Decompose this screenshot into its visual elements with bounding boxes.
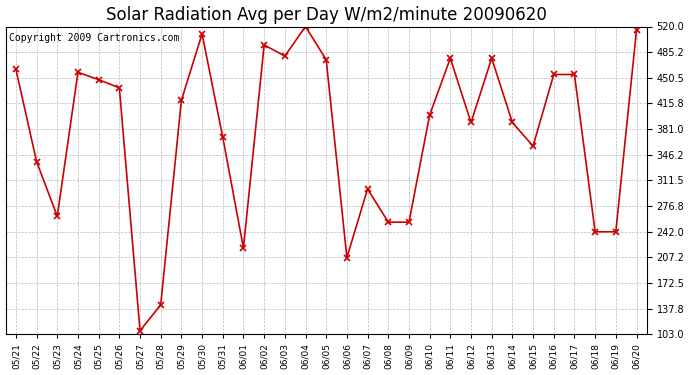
Title: Solar Radiation Avg per Day W/m2/minute 20090620: Solar Radiation Avg per Day W/m2/minute … [106, 6, 546, 24]
Text: Copyright 2009 Cartronics.com: Copyright 2009 Cartronics.com [9, 33, 179, 43]
